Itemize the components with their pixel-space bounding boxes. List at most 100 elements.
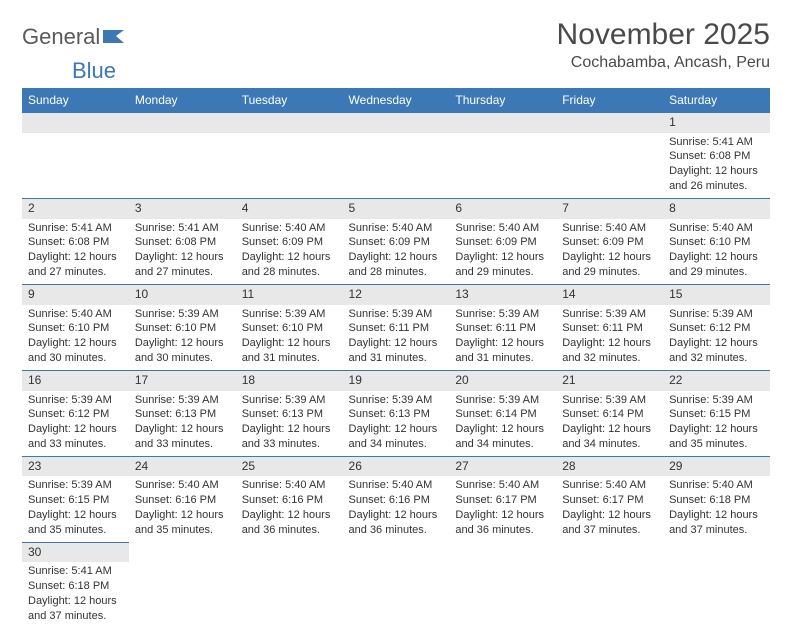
day-number: 13 — [449, 285, 556, 305]
sunset-line: Sunset: 6:16 PM — [349, 493, 444, 508]
sunset-line: Sunset: 6:13 PM — [242, 407, 337, 422]
daylight-line: Daylight: 12 hours and 28 minutes. — [349, 250, 444, 280]
day-info: Sunrise: 5:39 AMSunset: 6:12 PMDaylight:… — [22, 391, 129, 456]
daylight-line: Daylight: 12 hours and 35 minutes. — [28, 508, 123, 538]
weekday-header-row: Sunday Monday Tuesday Wednesday Thursday… — [22, 88, 770, 113]
calendar-week-row: 23Sunrise: 5:39 AMSunset: 6:15 PMDayligh… — [22, 456, 770, 542]
calendar-day-cell — [343, 542, 450, 627]
day-number-empty — [22, 113, 129, 133]
calendar-day-cell: 26Sunrise: 5:40 AMSunset: 6:16 PMDayligh… — [343, 456, 450, 542]
sunset-line: Sunset: 6:10 PM — [135, 321, 230, 336]
day-number: 28 — [556, 457, 663, 477]
daylight-line: Daylight: 12 hours and 34 minutes. — [349, 422, 444, 452]
calendar-day-cell: 21Sunrise: 5:39 AMSunset: 6:14 PMDayligh… — [556, 370, 663, 456]
daylight-line: Daylight: 12 hours and 29 minutes. — [562, 250, 657, 280]
daylight-line: Daylight: 12 hours and 30 minutes. — [28, 336, 123, 366]
day-info: Sunrise: 5:39 AMSunset: 6:13 PMDaylight:… — [236, 391, 343, 456]
day-number-empty — [343, 113, 450, 133]
sunrise-line: Sunrise: 5:39 AM — [669, 307, 764, 322]
day-number: 24 — [129, 457, 236, 477]
day-info: Sunrise: 5:40 AMSunset: 6:09 PMDaylight:… — [556, 219, 663, 284]
sunset-line: Sunset: 6:14 PM — [562, 407, 657, 422]
sunset-line: Sunset: 6:16 PM — [135, 493, 230, 508]
sunset-line: Sunset: 6:12 PM — [669, 321, 764, 336]
day-number: 8 — [663, 199, 770, 219]
calendar-day-cell: 14Sunrise: 5:39 AMSunset: 6:11 PMDayligh… — [556, 284, 663, 370]
daylight-line: Daylight: 12 hours and 31 minutes. — [349, 336, 444, 366]
sunset-line: Sunset: 6:10 PM — [242, 321, 337, 336]
weekday-header: Monday — [129, 88, 236, 113]
sunrise-line: Sunrise: 5:39 AM — [669, 393, 764, 408]
calendar-week-row: 9Sunrise: 5:40 AMSunset: 6:10 PMDaylight… — [22, 284, 770, 370]
sunrise-line: Sunrise: 5:40 AM — [455, 478, 550, 493]
sunrise-line: Sunrise: 5:40 AM — [562, 221, 657, 236]
daylight-line: Daylight: 12 hours and 31 minutes. — [242, 336, 337, 366]
sunrise-line: Sunrise: 5:40 AM — [135, 478, 230, 493]
day-number: 16 — [22, 371, 129, 391]
daylight-line: Daylight: 12 hours and 33 minutes. — [28, 422, 123, 452]
weekday-header: Sunday — [22, 88, 129, 113]
sunrise-line: Sunrise: 5:40 AM — [669, 478, 764, 493]
calendar-day-cell: 2Sunrise: 5:41 AMSunset: 6:08 PMDaylight… — [22, 198, 129, 284]
calendar-day-cell: 6Sunrise: 5:40 AMSunset: 6:09 PMDaylight… — [449, 198, 556, 284]
sunset-line: Sunset: 6:18 PM — [669, 493, 764, 508]
day-number: 12 — [343, 285, 450, 305]
sunrise-line: Sunrise: 5:40 AM — [562, 478, 657, 493]
day-number: 15 — [663, 285, 770, 305]
sunrise-line: Sunrise: 5:39 AM — [455, 393, 550, 408]
calendar-day-cell: 23Sunrise: 5:39 AMSunset: 6:15 PMDayligh… — [22, 456, 129, 542]
daylight-line: Daylight: 12 hours and 34 minutes. — [562, 422, 657, 452]
daylight-line: Daylight: 12 hours and 29 minutes. — [455, 250, 550, 280]
daylight-line: Daylight: 12 hours and 30 minutes. — [135, 336, 230, 366]
sunset-line: Sunset: 6:15 PM — [669, 407, 764, 422]
calendar-day-cell: 5Sunrise: 5:40 AMSunset: 6:09 PMDaylight… — [343, 198, 450, 284]
day-info: Sunrise: 5:40 AMSunset: 6:18 PMDaylight:… — [663, 476, 770, 541]
day-info: Sunrise: 5:40 AMSunset: 6:10 PMDaylight:… — [22, 305, 129, 370]
day-number: 10 — [129, 285, 236, 305]
daylight-line: Daylight: 12 hours and 37 minutes. — [669, 508, 764, 538]
sunset-line: Sunset: 6:11 PM — [455, 321, 550, 336]
day-number: 20 — [449, 371, 556, 391]
day-info: Sunrise: 5:39 AMSunset: 6:11 PMDaylight:… — [556, 305, 663, 370]
calendar-day-cell — [556, 542, 663, 627]
calendar-table: Sunday Monday Tuesday Wednesday Thursday… — [22, 88, 770, 628]
sunrise-line: Sunrise: 5:39 AM — [135, 393, 230, 408]
sunrise-line: Sunrise: 5:39 AM — [455, 307, 550, 322]
day-info: Sunrise: 5:39 AMSunset: 6:11 PMDaylight:… — [343, 305, 450, 370]
daylight-line: Daylight: 12 hours and 37 minutes. — [562, 508, 657, 538]
day-info: Sunrise: 5:40 AMSunset: 6:09 PMDaylight:… — [236, 219, 343, 284]
day-number: 30 — [22, 543, 129, 563]
day-info: Sunrise: 5:41 AMSunset: 6:08 PMDaylight:… — [22, 219, 129, 284]
day-number: 27 — [449, 457, 556, 477]
day-info: Sunrise: 5:39 AMSunset: 6:11 PMDaylight:… — [449, 305, 556, 370]
sunrise-line: Sunrise: 5:39 AM — [349, 393, 444, 408]
sunset-line: Sunset: 6:10 PM — [28, 321, 123, 336]
daylight-line: Daylight: 12 hours and 36 minutes. — [242, 508, 337, 538]
sunrise-line: Sunrise: 5:40 AM — [455, 221, 550, 236]
calendar-day-cell: 1Sunrise: 5:41 AMSunset: 6:08 PMDaylight… — [663, 113, 770, 199]
sunset-line: Sunset: 6:09 PM — [562, 235, 657, 250]
daylight-line: Daylight: 12 hours and 33 minutes. — [135, 422, 230, 452]
day-info: Sunrise: 5:40 AMSunset: 6:09 PMDaylight:… — [449, 219, 556, 284]
sunrise-line: Sunrise: 5:40 AM — [669, 221, 764, 236]
day-number-empty — [129, 113, 236, 133]
sunrise-line: Sunrise: 5:39 AM — [28, 393, 123, 408]
day-info: Sunrise: 5:40 AMSunset: 6:17 PMDaylight:… — [556, 476, 663, 541]
day-info: Sunrise: 5:40 AMSunset: 6:09 PMDaylight:… — [343, 219, 450, 284]
daylight-line: Daylight: 12 hours and 34 minutes. — [455, 422, 550, 452]
calendar-day-cell: 27Sunrise: 5:40 AMSunset: 6:17 PMDayligh… — [449, 456, 556, 542]
calendar-day-cell — [129, 542, 236, 627]
calendar-day-cell: 4Sunrise: 5:40 AMSunset: 6:09 PMDaylight… — [236, 198, 343, 284]
logo-text-blue: Blue — [72, 58, 792, 84]
daylight-line: Daylight: 12 hours and 36 minutes. — [455, 508, 550, 538]
daylight-line: Daylight: 12 hours and 26 minutes. — [669, 164, 764, 194]
sunrise-line: Sunrise: 5:41 AM — [28, 564, 123, 579]
calendar-week-row: 1Sunrise: 5:41 AMSunset: 6:08 PMDaylight… — [22, 113, 770, 199]
calendar-day-cell — [343, 113, 450, 199]
sunset-line: Sunset: 6:18 PM — [28, 579, 123, 594]
day-number: 14 — [556, 285, 663, 305]
daylight-line: Daylight: 12 hours and 28 minutes. — [242, 250, 337, 280]
calendar-day-cell: 22Sunrise: 5:39 AMSunset: 6:15 PMDayligh… — [663, 370, 770, 456]
sunset-line: Sunset: 6:14 PM — [455, 407, 550, 422]
calendar-day-cell — [449, 113, 556, 199]
